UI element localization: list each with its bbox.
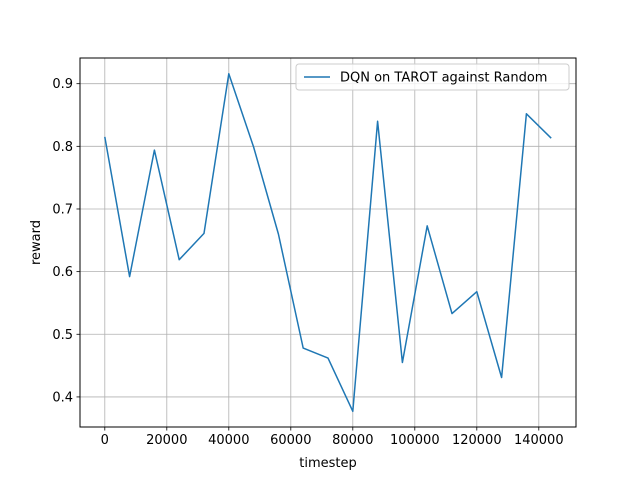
x-tick-label: 100000 [390,433,440,448]
y-tick-label: 0.8 [52,140,73,155]
y-axis-label: reward [29,220,44,265]
x-tick-label: 40000 [208,433,249,448]
y-tick-label: 0.7 [52,202,73,217]
x-tick-label: 20000 [146,433,187,448]
series-line [104,72,552,413]
y-tick-label: 0.4 [52,390,73,405]
x-tick-label: 80000 [332,433,373,448]
plot-frame [79,57,577,428]
legend-box [295,63,570,91]
legend-label: DQN on TAROT against Random [340,71,547,86]
x-axis-label: timestep [299,456,357,471]
legend: DQN on TAROT against Random [295,63,570,91]
x-tick-label: 60000 [270,433,311,448]
x-tick-label: 140000 [514,433,564,448]
series-layer [104,72,552,413]
y-tick-label: 0.6 [52,265,73,280]
x-axis-ticks: 0 20000 40000 60000 80000 100000 120000 140000 [101,427,564,448]
x-tick-label: 120000 [452,433,502,448]
x-tick-label: 0 [101,433,109,448]
y-tick-label: 0.5 [52,328,73,343]
y-tick-label: 0.9 [52,77,73,92]
y-axis-ticks: 0.4 0.5 0.6 0.7 0.8 0.9 [52,77,80,405]
